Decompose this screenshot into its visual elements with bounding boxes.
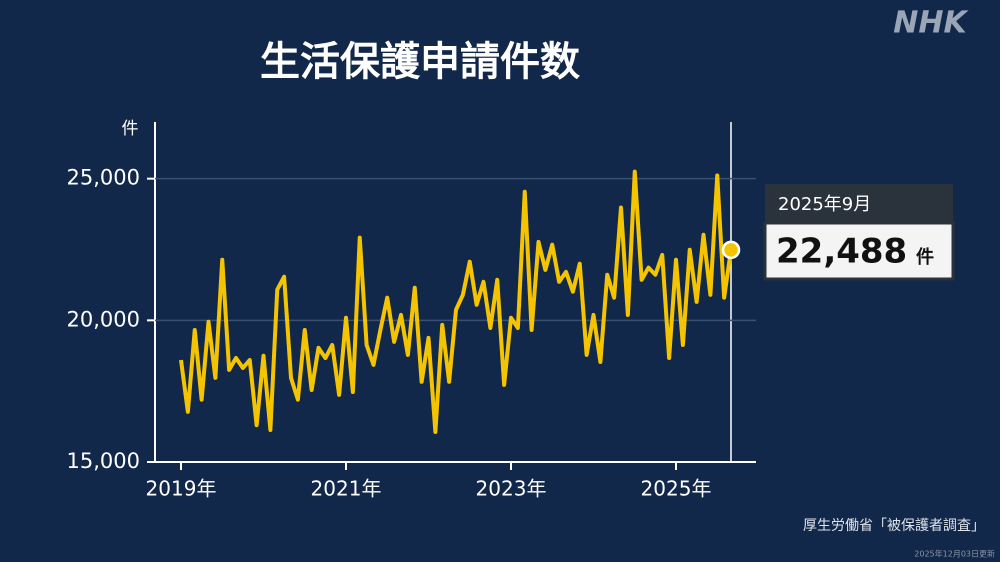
y-tick-label: 25,000 bbox=[67, 166, 140, 190]
tooltip-body bbox=[763, 221, 955, 281]
x-tick-label: 2019年 bbox=[146, 477, 217, 501]
chart-title: 生活保護申請件数 bbox=[260, 39, 580, 85]
y-tick-label: 15,000 bbox=[67, 449, 140, 473]
tooltip-unit: 件 bbox=[916, 246, 934, 268]
brand-logo: NHK bbox=[893, 6, 969, 41]
end-point bbox=[721, 240, 741, 260]
tooltip-date: 2025年9月 bbox=[778, 194, 871, 215]
data-line bbox=[179, 169, 733, 434]
source: 厚生労働省「被保護者調査」 bbox=[803, 518, 985, 534]
tooltip-value: 22,488 bbox=[776, 232, 907, 272]
tooltip-header bbox=[765, 184, 953, 224]
updated: 2025年12月03日更新 bbox=[914, 549, 995, 559]
y-tick-label: 20,000 bbox=[67, 307, 140, 331]
x-tick-label: 2021年 bbox=[311, 477, 382, 501]
x-tick-label: 2023年 bbox=[476, 477, 547, 501]
y-unit: 件 bbox=[122, 119, 139, 139]
x-tick-label: 2025年 bbox=[641, 477, 712, 501]
